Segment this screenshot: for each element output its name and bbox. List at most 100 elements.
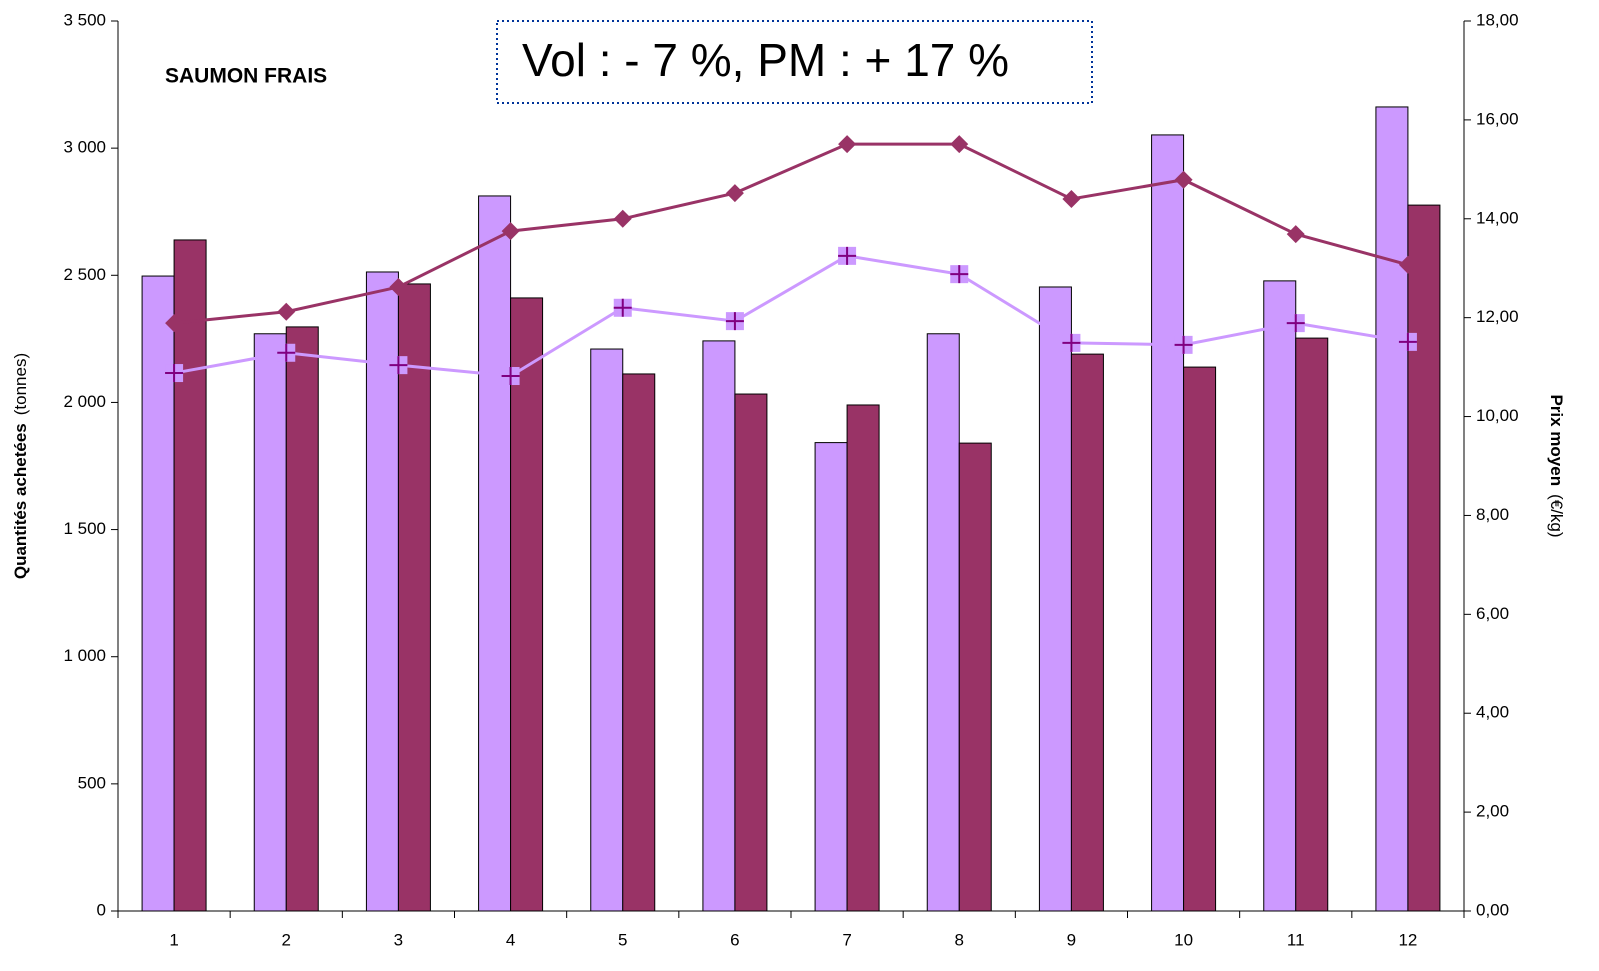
y-tick-label: 2 000	[63, 392, 106, 411]
y-axis-label: Quantités achetées (tonnes)	[11, 353, 30, 579]
y2-tick-label: 10,00	[1476, 406, 1519, 425]
marker-diamond	[1174, 170, 1193, 189]
bar	[478, 195, 512, 912]
x-tick-label: 1	[169, 930, 178, 949]
marker-diamond	[389, 278, 408, 297]
marker-cross	[950, 265, 969, 284]
marker-diamond	[1398, 255, 1417, 274]
x-tick-label: 12	[1398, 930, 1417, 949]
y2-tick-label: 6,00	[1476, 604, 1509, 623]
marker-diamond	[725, 184, 744, 203]
marker-plus	[1174, 335, 1193, 354]
y-tick-label: 3 000	[63, 138, 106, 157]
annotation: Vol : - 7 %, PM : + 17 %	[522, 34, 1009, 86]
y-tick-label: 2 500	[63, 265, 106, 284]
annotation-box	[496, 20, 1093, 104]
y2-axis-label-unit: (€/kg)	[1547, 494, 1566, 537]
marker-plus	[1062, 333, 1081, 352]
marker-cross	[277, 343, 296, 362]
marker-diamond	[1062, 190, 1081, 208]
marker-plus	[838, 246, 857, 265]
bar	[1375, 106, 1409, 912]
bar	[622, 373, 656, 912]
bar	[1070, 353, 1104, 912]
marker-diamond	[1286, 225, 1305, 244]
marker-cross	[389, 356, 408, 375]
x-tick-label: 2	[282, 930, 291, 949]
y2-tick-label: 14,00	[1476, 208, 1519, 227]
bar	[734, 393, 768, 912]
bar	[926, 333, 960, 912]
bar	[1263, 280, 1297, 912]
marker-cross	[1062, 333, 1081, 352]
marker-plus	[950, 265, 969, 284]
x-tick-label: 7	[842, 930, 851, 949]
x-tick-label: 5	[618, 930, 627, 949]
marker-plus	[613, 298, 632, 317]
marker-diamond	[838, 135, 857, 154]
bar	[958, 442, 992, 912]
marker-diamond	[277, 302, 296, 321]
bar	[1183, 366, 1217, 912]
y2-tick-label: 12,00	[1476, 307, 1519, 326]
bar	[1295, 337, 1329, 912]
bar	[253, 333, 287, 912]
marker-plus	[389, 356, 408, 375]
marker-cross	[501, 367, 520, 386]
marker-cross	[165, 364, 184, 383]
y2-tick-label: 8,00	[1476, 505, 1509, 524]
marker-plus	[1398, 332, 1417, 351]
y-tick-label: 1 000	[63, 646, 106, 665]
y-axis-label-unit: (tonnes)	[11, 353, 30, 415]
x-tick-label: 9	[1067, 930, 1076, 949]
y-tick-label: 1 500	[63, 519, 106, 538]
marker-diamond	[501, 222, 520, 241]
x-tick-label: 4	[506, 930, 515, 949]
bar	[1407, 204, 1441, 912]
marker-plus	[277, 343, 296, 362]
marker-plus	[501, 367, 520, 386]
line	[173, 254, 1409, 378]
bar	[173, 239, 207, 912]
bar	[1038, 286, 1072, 912]
y2-tick-label: 16,00	[1476, 109, 1519, 128]
bar	[1151, 134, 1185, 912]
marker-plus	[1286, 314, 1305, 333]
y2-tick-label: 18,00	[1476, 10, 1519, 29]
bar	[814, 442, 848, 912]
line	[173, 142, 1409, 325]
bar	[846, 404, 880, 912]
x-tick-label: 3	[394, 930, 403, 949]
marker-plus	[165, 364, 184, 383]
y2-axis-label-main: Prix moyen	[1547, 394, 1566, 486]
x-tick-label: 8	[955, 930, 964, 949]
y2-tick-label: 2,00	[1476, 802, 1509, 821]
x-tick-label: 11	[1287, 930, 1305, 949]
y-tick-label: 500	[78, 773, 106, 792]
bar	[510, 297, 544, 912]
y2-tick-label: 4,00	[1476, 703, 1509, 722]
marker-diamond	[950, 135, 969, 154]
bar	[702, 340, 736, 912]
bar	[590, 348, 624, 912]
marker-cross	[838, 246, 857, 265]
marker-cross	[613, 298, 632, 317]
x-tick-label: 10	[1174, 930, 1193, 949]
y-tick-label: 0	[97, 900, 106, 919]
marker-cross	[1174, 335, 1193, 354]
y2-axis-label: Prix moyen (€/kg)	[1547, 394, 1566, 537]
chart-title: SAUMON FRAIS	[165, 65, 327, 88]
marker-plus	[725, 312, 744, 331]
y-tick-label: 3 500	[63, 10, 106, 29]
bar	[285, 326, 319, 912]
y-axis-label-main: Quantités achetées	[11, 423, 30, 579]
marker-cross	[1286, 314, 1305, 333]
marker-diamond	[165, 314, 184, 333]
marker-cross	[1398, 332, 1417, 351]
marker-cross	[725, 312, 744, 331]
x-tick-label: 6	[730, 930, 739, 949]
bar	[397, 283, 431, 912]
marker-diamond	[613, 209, 632, 228]
y2-tick-label: 0,00	[1476, 900, 1509, 919]
